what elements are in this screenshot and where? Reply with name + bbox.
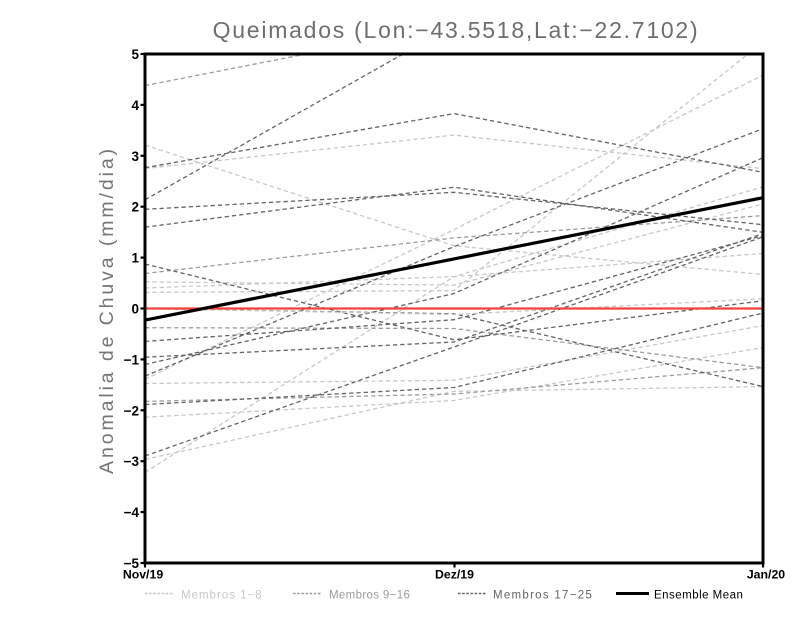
svg-text:1: 1 <box>131 251 139 266</box>
svg-text:−2: −2 <box>124 403 139 418</box>
svg-text:3: 3 <box>131 149 139 164</box>
svg-text:Membros 1−8: Membros 1−8 <box>181 589 263 601</box>
svg-text:Dez/19: Dez/19 <box>435 567 474 581</box>
svg-text:Nov/19: Nov/19 <box>123 567 163 581</box>
svg-text:4: 4 <box>131 98 139 113</box>
svg-text:2: 2 <box>131 200 139 215</box>
svg-text:Ensemble Mean: Ensemble Mean <box>654 589 743 601</box>
svg-text:Queimados (Lon:−43.5518,Lat:−2: Queimados (Lon:−43.5518,Lat:−22.7102) <box>213 17 700 43</box>
svg-text:−4: −4 <box>124 505 140 520</box>
svg-text:Membros 9−16: Membros 9−16 <box>329 589 410 601</box>
svg-text:0: 0 <box>131 302 139 317</box>
svg-text:Membros 17−25: Membros 17−25 <box>493 589 593 601</box>
svg-text:5: 5 <box>131 47 139 62</box>
svg-text:Jan/20: Jan/20 <box>747 567 785 581</box>
svg-text:−3: −3 <box>124 454 140 469</box>
svg-text:Anomalia de Chuva (mm/dia): Anomalia de Chuva (mm/dia) <box>96 146 118 474</box>
svg-text:−5: −5 <box>124 556 140 571</box>
svg-text:−1: −1 <box>124 352 140 367</box>
